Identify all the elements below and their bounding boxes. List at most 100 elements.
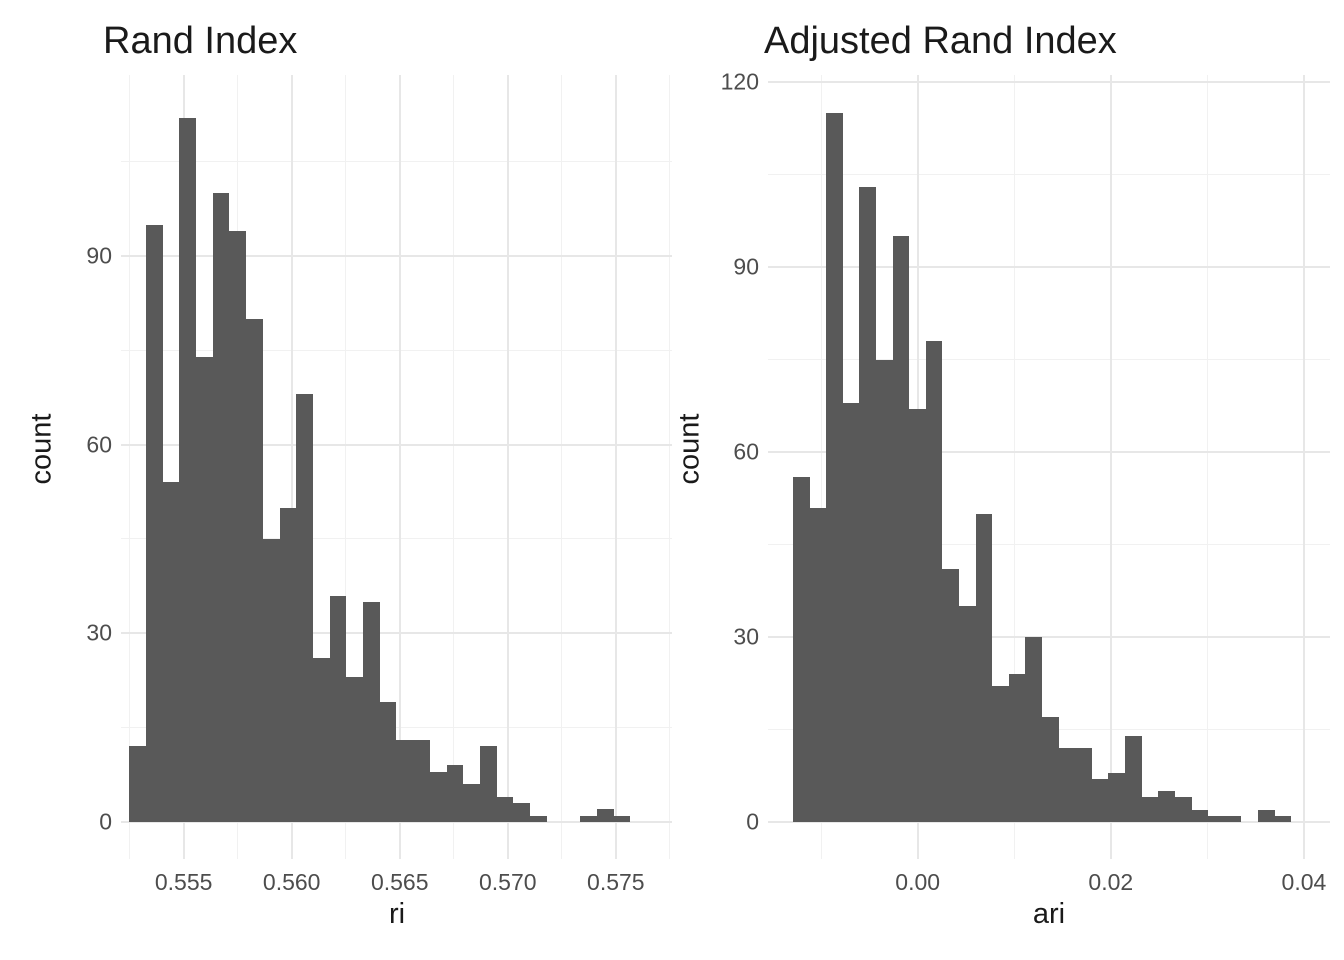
histogram-bar [1092, 778, 1108, 822]
histogram-bar [129, 746, 146, 822]
histogram-bar [430, 771, 447, 822]
gridline-y-minor [121, 161, 672, 163]
histogram-bar [1025, 637, 1042, 822]
histogram-bar [793, 476, 810, 823]
histogram-bar [876, 359, 893, 822]
histogram-bar [497, 796, 513, 822]
gridline-y-minor [121, 538, 672, 540]
histogram-bar [480, 746, 497, 822]
histogram-bar [163, 482, 179, 822]
histogram-bar [580, 815, 597, 822]
histogram-bar [1258, 809, 1275, 822]
histogram-bar [346, 677, 363, 822]
histogram-bar [1042, 717, 1059, 822]
gridline-x-major [290, 75, 293, 859]
histogram-bar [597, 809, 614, 822]
histogram-bar [1275, 815, 1291, 822]
histogram-bar [146, 224, 163, 822]
histogram-bar [229, 230, 246, 822]
histogram-bar [530, 815, 547, 822]
x-tick-label: 0.00 [895, 869, 941, 895]
histogram-bar [246, 318, 263, 822]
gridline-x-minor [129, 75, 131, 859]
gridline-y-major [768, 636, 1330, 639]
y-tick-label: 120 [720, 68, 759, 95]
histogram-bar [1208, 815, 1225, 822]
histogram-bar [909, 409, 926, 823]
gridline-x-major [398, 75, 401, 859]
histogram-bar [1192, 809, 1208, 822]
x-tick-label: 0.560 [262, 869, 321, 895]
y-tick-label: 90 [86, 242, 112, 269]
y-tick-label: 0 [746, 808, 759, 835]
gridline-x-minor [1206, 75, 1208, 859]
histogram-bar [942, 569, 959, 823]
plot-title: Adjusted Rand Index [764, 20, 1117, 62]
histogram-bar [513, 803, 530, 822]
y-tick-label: 30 [86, 619, 112, 646]
histogram-bar [843, 402, 859, 822]
gridline-x-major [614, 75, 617, 859]
histogram-bar [1158, 791, 1175, 822]
histogram-bar [313, 658, 330, 822]
histogram-bar [447, 765, 463, 822]
gridline-y-minor [768, 544, 1330, 546]
histogram-bar [992, 686, 1009, 822]
gridline-y-minor [121, 727, 672, 729]
gridline-y-minor [768, 359, 1330, 361]
y-tick-label: 0 [99, 808, 112, 835]
histogram-bar [413, 740, 430, 822]
x-tick-label: 0.565 [370, 869, 429, 895]
histogram-panel-ari [768, 75, 1330, 859]
histogram-bar [1175, 797, 1192, 822]
histogram-bar [196, 356, 213, 822]
gridline-y-major [121, 443, 672, 446]
histogram-bar [1225, 815, 1241, 822]
gridline-x-minor [453, 75, 455, 859]
histogram-bar [1075, 748, 1092, 822]
histogram-bar [893, 236, 909, 822]
gridline-x-minor [1013, 75, 1015, 859]
gridline-x-major [506, 75, 509, 859]
gridline-x-major [1302, 75, 1305, 859]
x-tick-label: 0.555 [154, 869, 213, 895]
y-tick-label: 60 [86, 431, 112, 458]
histogram-bar [280, 507, 296, 822]
histogram-bar [1108, 772, 1125, 822]
gridline-x-major [1109, 75, 1112, 859]
histogram-bar [179, 117, 196, 822]
x-tick-label: 0.575 [587, 869, 645, 895]
plot-title: Rand Index [103, 20, 298, 62]
histogram-bar [1059, 748, 1075, 822]
histogram-bar [859, 187, 876, 822]
gridline-y-minor [768, 174, 1330, 176]
histogram-panel-ri [121, 75, 672, 859]
gridline-y-major [768, 451, 1330, 454]
histogram-bar [926, 341, 942, 822]
gridline-x-minor [345, 75, 347, 859]
histogram-bar [463, 784, 480, 822]
histogram-bar [213, 193, 229, 822]
y-tick-label: 90 [733, 253, 759, 280]
histogram-bar [396, 740, 413, 822]
histogram-bar [810, 507, 826, 822]
x-tick-label: 0.04 [1281, 869, 1327, 895]
histogram-bar [614, 815, 630, 822]
y-tick-label: 30 [733, 623, 759, 650]
x-tick-label: 0.570 [478, 869, 537, 895]
histogram-bar [380, 702, 396, 822]
x-axis-title: ari [1032, 898, 1066, 930]
gridline-y-major [768, 821, 1330, 824]
gridline-y-major [121, 632, 672, 635]
gridline-y-minor [121, 349, 672, 351]
y-tick-label: 60 [733, 438, 759, 465]
histogram-bar [1009, 674, 1025, 823]
histogram-bar [1142, 797, 1158, 822]
histogram-bar [330, 595, 346, 822]
histogram-bar [363, 601, 380, 822]
x-tick-label: 0.02 [1088, 869, 1134, 895]
gridline-y-major [121, 820, 672, 823]
histogram-bar [296, 394, 313, 822]
histogram-bar [959, 606, 976, 822]
